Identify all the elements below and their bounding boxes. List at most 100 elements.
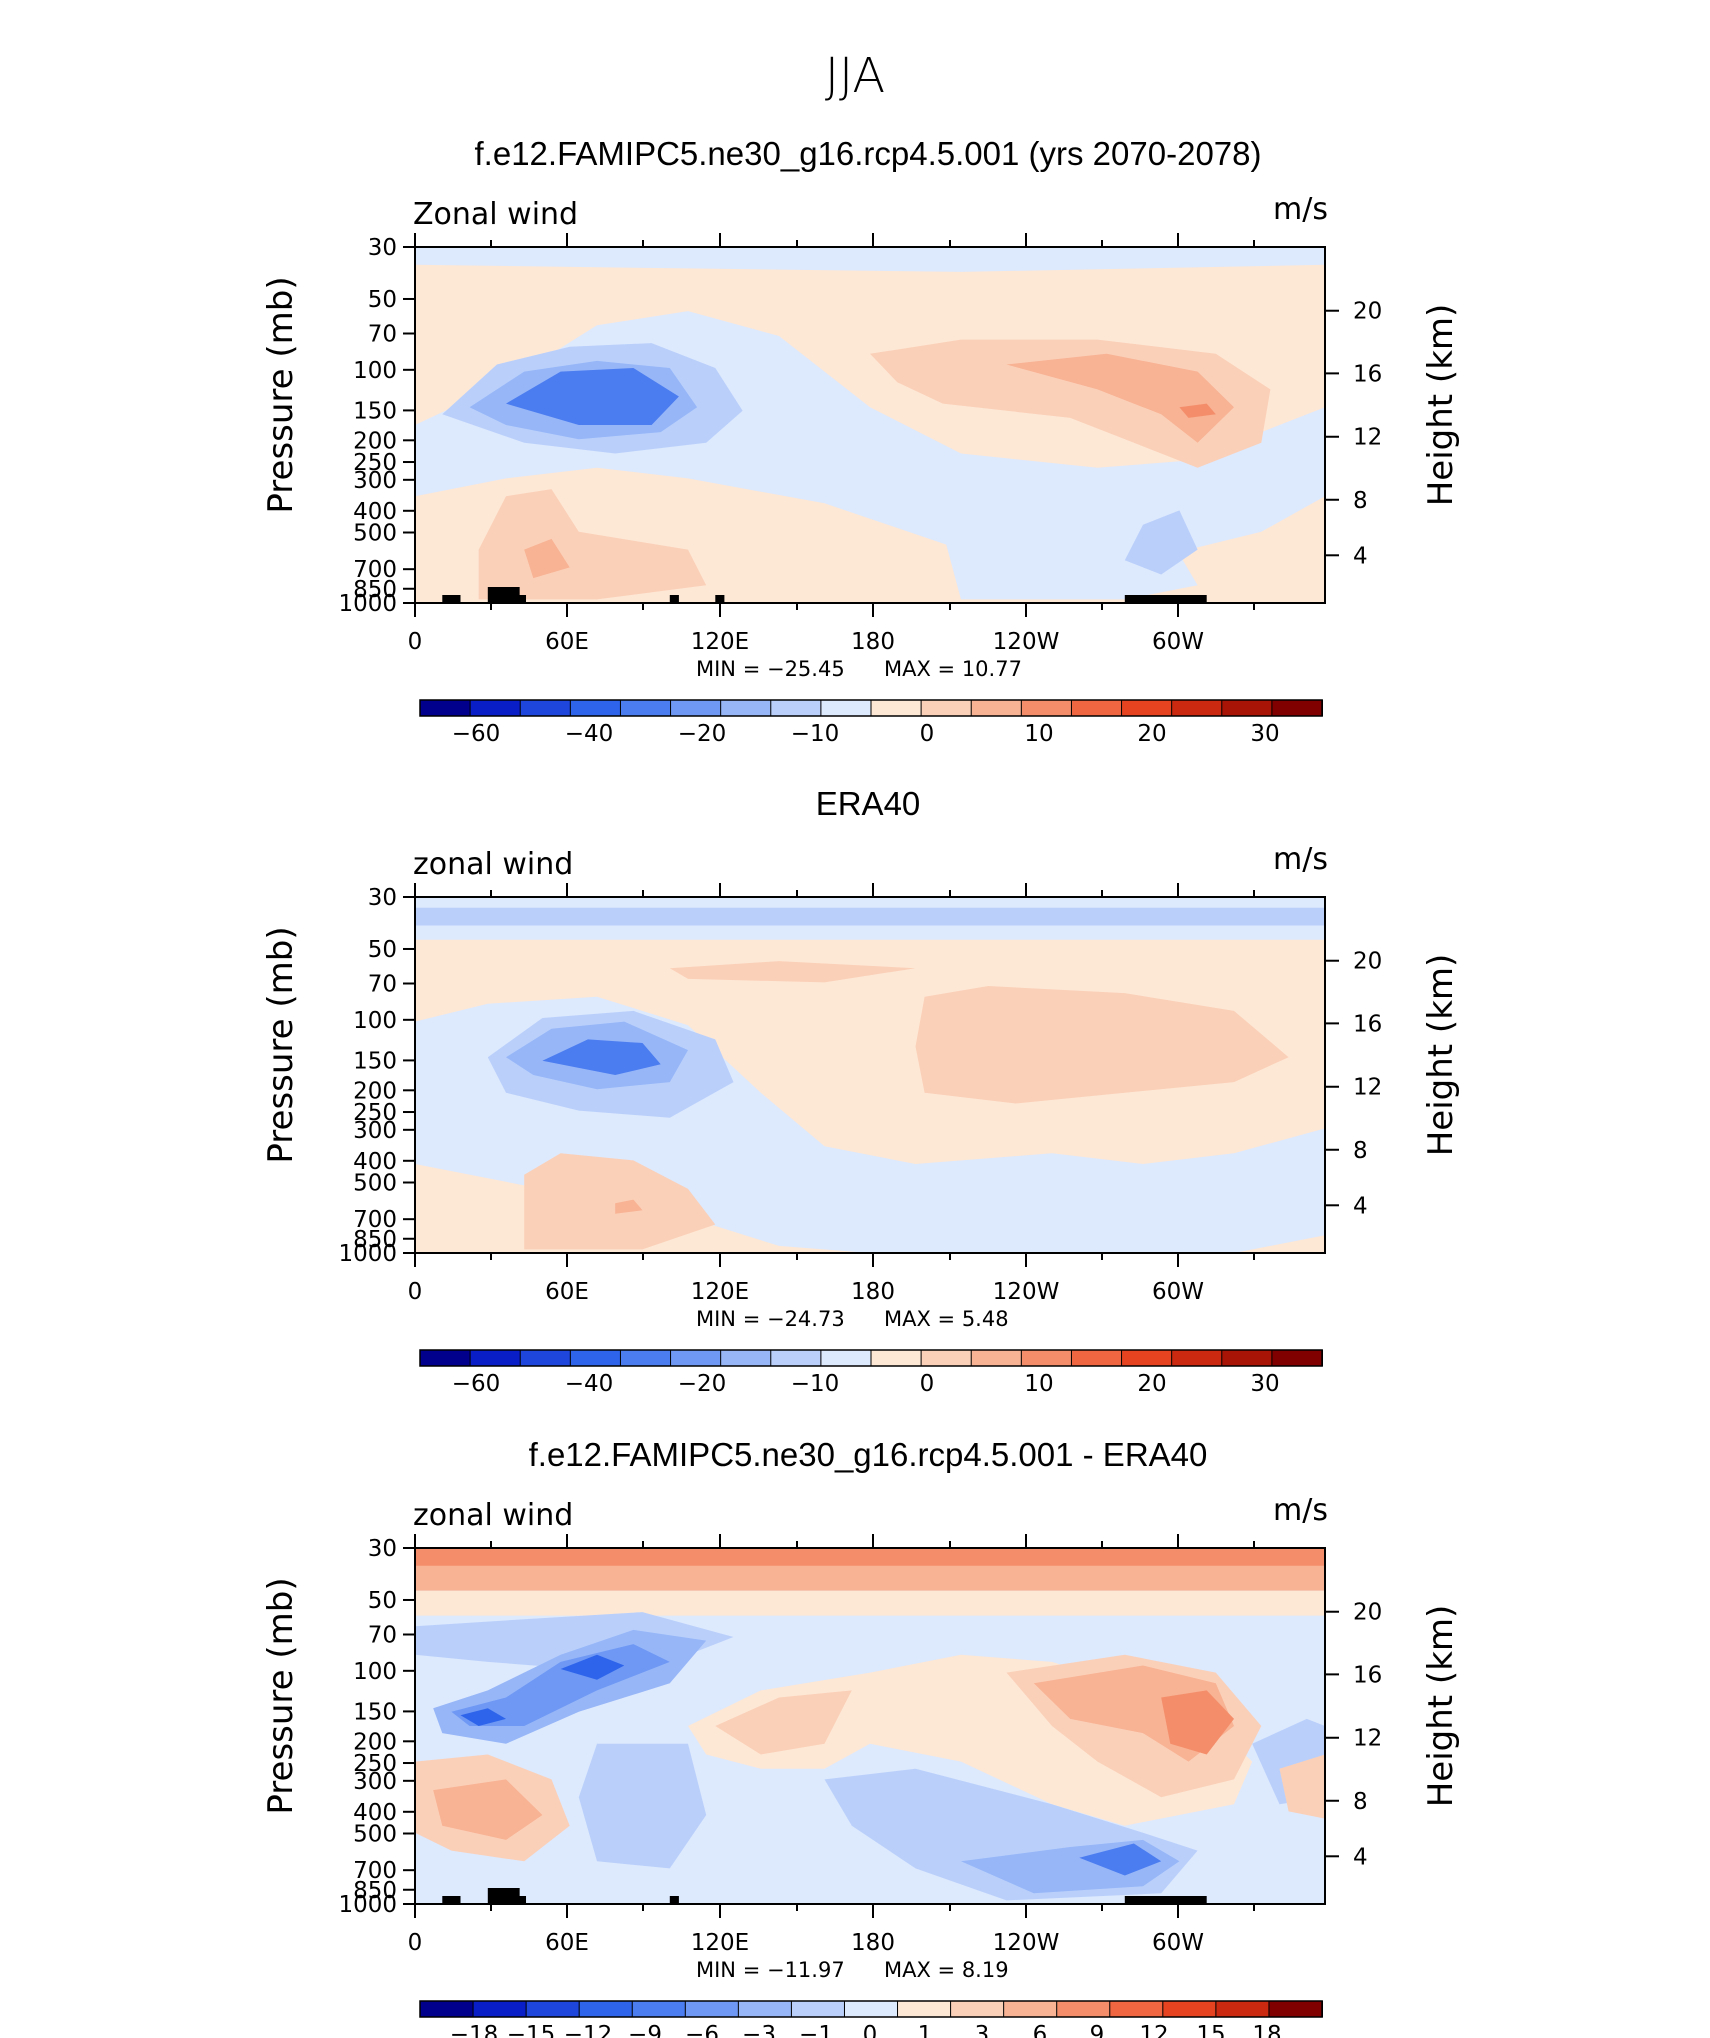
y-tick-label: 50 (368, 937, 397, 963)
y-tick-label: 700 (353, 1207, 397, 1233)
colorbar-label: 9 (1090, 2022, 1105, 2038)
y-tick-label: 50 (368, 1588, 397, 1614)
colorbar-label: −20 (678, 721, 727, 747)
contour-field (415, 247, 1325, 603)
y-right-tick-label: 8 (1353, 1789, 1368, 1815)
y-right-tick-label: 20 (1353, 299, 1382, 325)
y-right-tick-label: 12 (1353, 425, 1382, 451)
colorbar-label: 20 (1137, 721, 1166, 747)
y-tick-label: 850 (353, 1878, 397, 1904)
x-tick-label: 60E (545, 1279, 589, 1305)
y-tick-label: 850 (353, 577, 397, 603)
colorbar-swatch (619, 1349, 672, 1367)
colorbar-swatch (519, 1349, 572, 1367)
colorbar-swatch (419, 2000, 475, 2018)
y-right-tick-label: 16 (1353, 1011, 1382, 1037)
y-right-axis-label: Height (km) (1421, 954, 1461, 1157)
colorbar-swatch (419, 1349, 472, 1367)
panel-title: f.e12.FAMIPC5.ne30_g16.rcp4.5.001 - ERA4… (529, 1436, 1208, 1473)
y-tick-label: 850 (353, 1227, 397, 1253)
y-tick-label: 300 (353, 1118, 397, 1144)
colorbar-swatch (1003, 2000, 1058, 2018)
colorbar-label: −6 (685, 2022, 719, 2038)
variable-label: Zonal wind (413, 197, 578, 232)
panel-title: f.e12.FAMIPC5.ne30_g16.rcp4.5.001 (yrs 2… (475, 135, 1262, 172)
colorbar-swatch (870, 699, 923, 717)
colorbar-label: 30 (1250, 1371, 1279, 1397)
colorbar: −18 −15 −12 −9 −6 −3 −1 0 1 3 6 9 12 15 18 (419, 2000, 1323, 2038)
plot-frame (414, 896, 1326, 1254)
x-tick-label: 0 (408, 629, 423, 655)
y-tick-label: 200 (353, 1078, 397, 1104)
colorbar-swatch (472, 2000, 528, 2018)
colorbar-swatch (569, 1349, 622, 1367)
y-right-tick-label: 4 (1353, 1193, 1368, 1219)
colorbar-swatch (1268, 2000, 1323, 2018)
y-axis-label: Pressure (mb) (261, 926, 301, 1163)
x-tick-label: 120W (993, 1279, 1060, 1305)
colorbar-label: −12 (564, 2022, 613, 2038)
y-tick-label: 700 (353, 557, 397, 583)
y-tick-label: 1000 (338, 1241, 397, 1267)
y-tick-label: 300 (353, 468, 397, 494)
colorbar-swatch (820, 699, 873, 717)
colorbar-label: 30 (1250, 721, 1279, 747)
colorbar-swatch (1215, 2000, 1270, 2018)
y-tick-label: 400 (353, 1800, 397, 1826)
y-tick-label: 100 (353, 358, 397, 384)
y-tick-label: 150 (353, 398, 397, 424)
min-label: MIN = −24.73 (696, 1307, 845, 1331)
colorbar-swatch (519, 699, 572, 717)
colorbar-swatch (920, 699, 973, 717)
colorbar-swatch (1271, 699, 1324, 717)
plot-frame (414, 1547, 1326, 1905)
colorbar-swatch (770, 699, 822, 717)
y-tick-label: 150 (353, 1699, 397, 1725)
y-tick-label: 150 (353, 1048, 397, 1074)
colorbar-swatch (569, 699, 622, 717)
y-tick-label: 250 (353, 1751, 397, 1777)
y-tick-label: 70 (368, 1623, 397, 1649)
colorbar-label: 10 (1024, 1371, 1053, 1397)
colorbar-swatch (1020, 699, 1073, 717)
colorbar-swatch (720, 1349, 772, 1367)
y-tick-label: 200 (353, 1729, 397, 1755)
colorbar-label: 20 (1137, 1371, 1166, 1397)
colorbar-label: −18 (450, 2022, 499, 2038)
y-right-tick-label: 16 (1353, 361, 1382, 387)
y-right-tick-label: 20 (1353, 1600, 1382, 1626)
colorbar-swatch (419, 699, 472, 717)
y-right-tick-label: 12 (1353, 1075, 1382, 1101)
y-tick-label: 300 (353, 1769, 397, 1795)
y-tick-label: 250 (353, 450, 397, 476)
colorbar-label: −60 (452, 721, 501, 747)
colorbar-swatch (843, 2000, 899, 2018)
y-tick-label: 1000 (338, 591, 397, 617)
colorbar-label: 6 (1033, 2022, 1048, 2038)
x-tick-label: 60E (545, 1930, 589, 1956)
y-right-tick-label: 20 (1353, 949, 1382, 975)
colorbar-swatch (1121, 699, 1173, 717)
colorbar-swatch (970, 1349, 1023, 1367)
colorbar-label: −20 (678, 1371, 727, 1397)
y-right-tick-label: 12 (1353, 1726, 1382, 1752)
y-tick-label: 500 (353, 1822, 397, 1848)
colorbar-swatch (469, 1349, 522, 1367)
colorbar-swatch (920, 1349, 973, 1367)
y-tick-label: 250 (353, 1100, 397, 1126)
y-tick-label: 30 (368, 1536, 397, 1562)
units-label: m/s (1273, 842, 1328, 877)
colorbar-label: 15 (1196, 2022, 1225, 2038)
colorbar-label: −60 (452, 1371, 501, 1397)
x-tick-label: 120E (691, 1279, 749, 1305)
y-tick-label: 400 (353, 1149, 397, 1175)
terrain-block (442, 595, 461, 603)
terrain-block (1124, 1896, 1207, 1904)
colorbar-swatch (737, 2000, 793, 2018)
y-tick-label: 500 (353, 521, 397, 547)
figure-title: JJA (825, 48, 885, 104)
x-tick-label: 180 (851, 629, 895, 655)
colorbar-label: −15 (507, 2022, 556, 2038)
colorbar-swatch (525, 2000, 581, 2018)
colorbar-swatch (720, 699, 772, 717)
